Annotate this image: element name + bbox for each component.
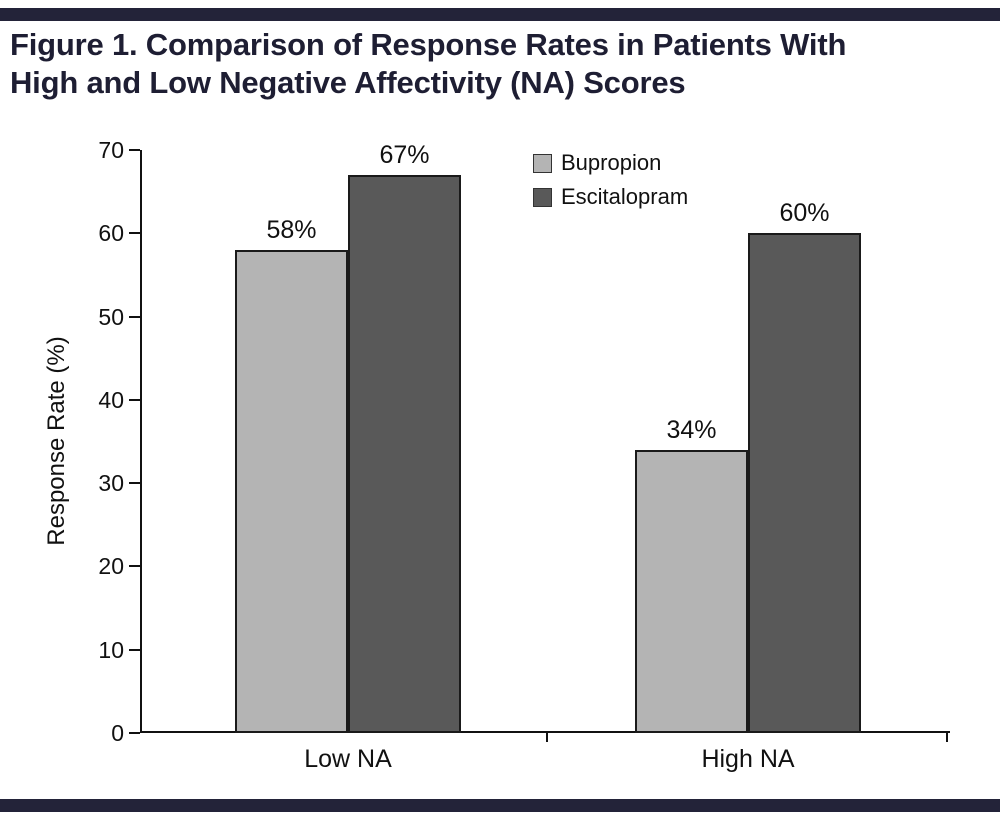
y-axis-line bbox=[140, 150, 142, 733]
bar-group-high-na: 34% 60% bbox=[635, 199, 861, 733]
bar-value-label: 60% bbox=[779, 199, 830, 228]
y-tick-label: 40 bbox=[98, 386, 124, 413]
y-tick-label: 70 bbox=[98, 137, 124, 163]
y-tick-mark bbox=[129, 565, 140, 568]
legend: Bupropion Escitalopram bbox=[533, 150, 688, 210]
y-tick-mark bbox=[129, 482, 140, 485]
y-tick-label: 20 bbox=[98, 553, 124, 580]
bar-value-label: 34% bbox=[666, 415, 717, 444]
bar-bupropion: 34% bbox=[635, 416, 748, 733]
y-tick-label: 10 bbox=[98, 636, 124, 663]
y-tick-label: 60 bbox=[98, 220, 124, 247]
legend-item-escitalopram: Escitalopram bbox=[533, 184, 688, 210]
bar-escitalopram: 67% bbox=[348, 141, 461, 733]
bar-value-label: 67% bbox=[379, 141, 430, 169]
bar-bupropion: 58% bbox=[235, 216, 348, 733]
figure-title: Figure 1. Comparison of Response Rates i… bbox=[10, 26, 980, 102]
y-axis-label: Response Rate (%) bbox=[43, 336, 70, 546]
bar-group-low-na: 58% 67% bbox=[235, 141, 461, 733]
x-category-label: Low NA bbox=[304, 745, 392, 773]
top-rule bbox=[0, 8, 1000, 21]
legend-label: Escitalopram bbox=[561, 184, 689, 209]
legend-swatch-escitalopram bbox=[533, 187, 552, 207]
y-tick-label: 30 bbox=[98, 470, 124, 497]
y-tick-mark bbox=[129, 732, 140, 734]
x-tick-mark bbox=[946, 733, 948, 742]
legend-item-bupropion: Bupropion bbox=[533, 150, 688, 176]
bar-value-label: 58% bbox=[266, 215, 317, 244]
bar-escitalopram: 60% bbox=[748, 199, 861, 733]
legend-label: Bupropion bbox=[561, 150, 662, 175]
y-tick-mark bbox=[129, 398, 140, 401]
y-tick-mark bbox=[129, 315, 140, 318]
x-axis-line bbox=[140, 731, 950, 733]
y-tick-mark bbox=[129, 232, 140, 235]
y-tick-label: 50 bbox=[98, 303, 124, 330]
x-tick-mark bbox=[546, 733, 548, 742]
plot-area: Bupropion Escitalopram 0 10 20 30 40 50 60 70 58%… bbox=[98, 137, 950, 773]
legend-swatch-bupropion bbox=[533, 153, 552, 173]
y-tick-mark bbox=[129, 149, 140, 151]
y-tick-mark bbox=[129, 648, 140, 651]
x-category-label: High NA bbox=[701, 745, 795, 773]
figure-title-line-1: Figure 1. Comparison of Response Rates i… bbox=[10, 27, 847, 62]
bottom-rule bbox=[0, 799, 1000, 812]
figure-title-line-2: High and Low Negative Affectivity (NA) S… bbox=[10, 65, 686, 101]
y-tick-label: 0 bbox=[111, 720, 124, 746]
